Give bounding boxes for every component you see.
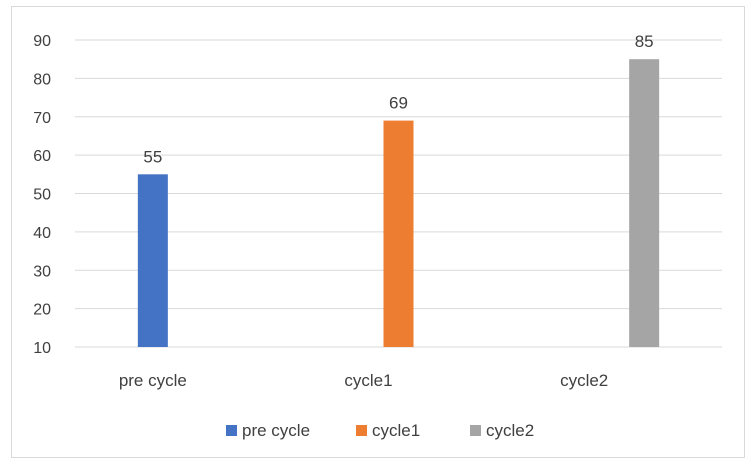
- bar-cycle1: [383, 120, 414, 348]
- y-tick-label: 30: [33, 263, 51, 280]
- legend-swatch: [470, 425, 481, 436]
- bars: [137, 59, 660, 348]
- data-label: 85: [635, 32, 654, 51]
- legend-swatch: [356, 425, 367, 436]
- y-tick-label: 90: [33, 33, 51, 50]
- y-tick-label: 20: [33, 302, 51, 319]
- legend-swatch: [226, 425, 237, 436]
- legend-label: cycle2: [486, 421, 534, 440]
- y-axis-ticks: 10 20 30 40 50 60 70 80 90: [33, 33, 51, 357]
- y-tick-label: 10: [33, 340, 51, 357]
- x-axis-categories: pre cycle cycle1 cycle2: [119, 371, 608, 390]
- data-label: 69: [389, 94, 408, 113]
- bar-pre-cycle: [137, 174, 168, 347]
- data-labels: 55 69 85: [143, 32, 653, 166]
- legend-label: cycle1: [372, 421, 420, 440]
- x-category-label: cycle2: [560, 371, 608, 390]
- x-category-label: pre cycle: [119, 371, 187, 390]
- y-tick-label: 60: [33, 148, 51, 165]
- y-tick-label: 50: [33, 187, 51, 204]
- bar-cycle2: [629, 59, 660, 347]
- legend: pre cycle cycle1 cycle2: [226, 421, 534, 440]
- y-tick-label: 40: [33, 225, 51, 242]
- x-category-label: cycle1: [344, 371, 392, 390]
- legend-label: pre cycle: [242, 421, 310, 440]
- y-tick-label: 70: [33, 110, 51, 127]
- data-label: 55: [143, 147, 162, 166]
- y-tick-label: 80: [33, 71, 51, 88]
